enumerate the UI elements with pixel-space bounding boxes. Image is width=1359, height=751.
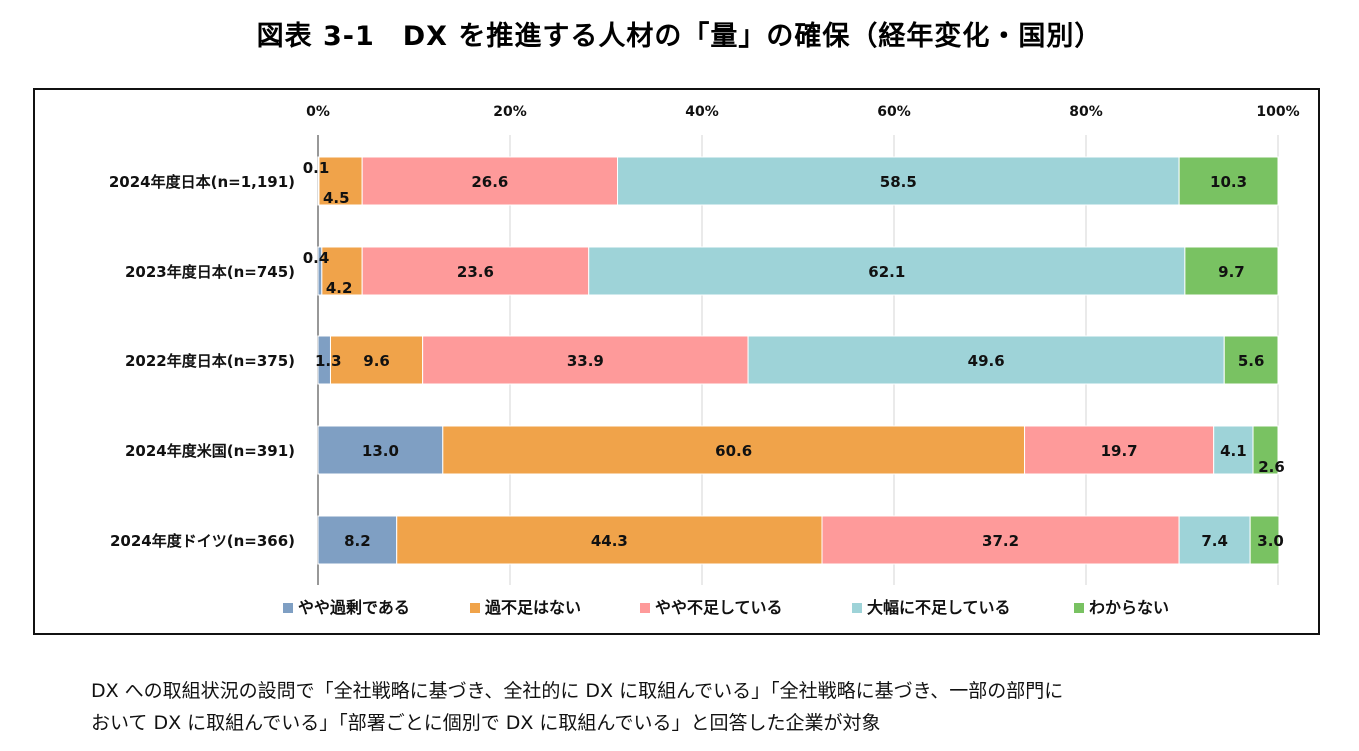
bar-segment	[361, 156, 619, 206]
legend-label: 大幅に不足している	[867, 598, 1011, 617]
bar-segment	[1184, 246, 1279, 296]
data-label: 3.0	[1257, 532, 1284, 550]
bar-segment	[1213, 425, 1254, 475]
data-label: 58.5	[880, 173, 917, 191]
legend-label: 過不足はない	[484, 598, 581, 617]
category-labels: 2024年度日本(n=1,191) 2023年度日本(n=745) 2022年度日本…	[109, 173, 295, 550]
bar-segment	[1024, 425, 1215, 475]
data-label: 7.4	[1201, 532, 1228, 550]
data-label: 5.6	[1238, 352, 1265, 370]
data-label: 9.6	[363, 352, 390, 370]
bar-segment	[317, 425, 444, 475]
bar-segment	[821, 515, 1180, 565]
bars	[317, 156, 1280, 565]
data-label: 1.3	[315, 352, 342, 370]
legend-swatch	[852, 603, 862, 613]
legend-swatch	[1074, 603, 1084, 613]
bar-segment	[396, 515, 823, 565]
data-label: 26.6	[471, 173, 508, 191]
bar-segment	[1249, 515, 1280, 565]
data-label: 13.0	[362, 442, 399, 460]
data-label: 10.3	[1210, 173, 1247, 191]
chart-frame: 0% 20% 40% 60% 80% 100% 2024年度日本(n=1,191) 2023…	[33, 88, 1320, 635]
category-label: 2024年度ドイツ(n=366)	[110, 532, 295, 550]
data-label: 23.6	[457, 263, 494, 281]
data-label: 0.1	[303, 159, 330, 177]
data-label: 44.3	[591, 532, 628, 550]
legend-label: やや過剰である	[298, 598, 410, 617]
bar-segment	[317, 515, 398, 565]
footnote-line-2: おいて DX に取組んでいる」「部署ごとに個別で DX に取組んでいる」と回答し…	[91, 712, 881, 734]
data-label: 49.6	[968, 352, 1005, 370]
category-label: 2023年度日本(n=745)	[125, 263, 295, 281]
chart-title: 図表 3-1 DX を推進する人材の「量」の確保（経年変化・国別）	[256, 21, 1103, 52]
data-labels: 0.1 4.5 26.6 58.5 10.3 0.4 4.2 23.6 62.1 9.7 1.3 9.…	[303, 159, 1285, 550]
x-tick-label: 80%	[1069, 104, 1103, 120]
x-tick-label: 60%	[877, 104, 911, 120]
data-label: 62.1	[868, 263, 905, 281]
data-label: 4.1	[1220, 442, 1247, 460]
footnote-line-1: DX への取組状況の設問で「全社戦略に基づき、全社的に DX に取組んでいる」「…	[91, 680, 1064, 702]
data-label: 2.6	[1258, 458, 1285, 476]
data-label: 60.6	[715, 442, 752, 460]
data-label: 0.4	[303, 249, 330, 267]
legend-swatch	[283, 603, 293, 613]
data-label: 8.2	[344, 532, 371, 550]
data-label: 33.9	[567, 352, 604, 370]
x-axis-ticks: 0% 20% 40% 60% 80% 100%	[306, 104, 1300, 120]
data-label: 4.5	[323, 189, 350, 207]
legend: やや過剰である 過不足はない やや不足している 大幅に不足している わからない	[283, 598, 1169, 617]
x-tick-label: 20%	[493, 104, 527, 120]
data-label: 37.2	[982, 532, 1019, 550]
bar-segment	[617, 156, 1180, 206]
bar-segment	[1178, 156, 1279, 206]
legend-label: やや不足している	[655, 598, 783, 617]
bar-segment	[1223, 335, 1279, 385]
legend-swatch	[640, 603, 650, 613]
data-label: 4.2	[326, 279, 353, 297]
x-tick-label: 0%	[306, 104, 330, 120]
legend-swatch	[470, 603, 480, 613]
category-label: 2024年度日本(n=1,191)	[109, 173, 295, 191]
bar-segment	[361, 246, 590, 296]
data-label: 9.7	[1218, 263, 1245, 281]
x-tick-label: 40%	[685, 104, 719, 120]
x-tick-label: 100%	[1256, 104, 1299, 120]
legend-label: わからない	[1089, 598, 1169, 617]
stacked-bar-chart: 0% 20% 40% 60% 80% 100% 2024年度日本(n=1,191) 2023…	[109, 104, 1300, 617]
bar-segment	[747, 335, 1225, 385]
bar-segment	[442, 425, 1026, 475]
data-label: 19.7	[1101, 442, 1138, 460]
bar-segment	[1178, 515, 1251, 565]
category-label: 2024年度米国(n=391)	[125, 442, 295, 460]
bar-segment	[422, 335, 749, 385]
bar-segment	[1252, 425, 1279, 475]
category-label: 2022年度日本(n=375)	[125, 352, 295, 370]
